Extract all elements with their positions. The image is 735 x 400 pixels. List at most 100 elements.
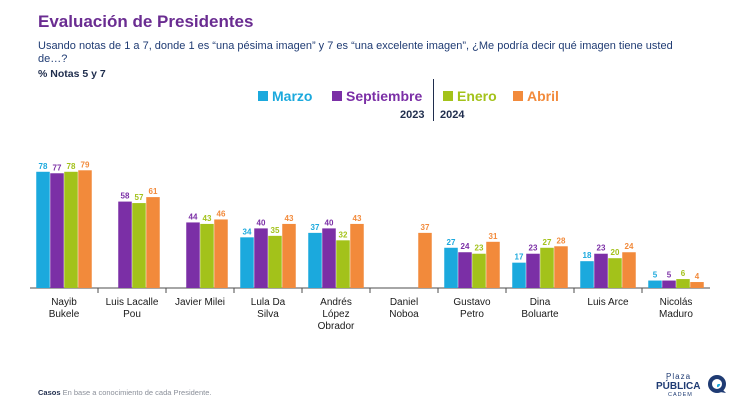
- bar-enero-2: [200, 223, 214, 288]
- bar-chart: 78 77 78 79 Nayib Bukele 58 57 61 Luis Lacalle Pou…: [30, 160, 710, 332]
- data-label-septiembre-6: 24: [461, 242, 470, 251]
- category-label: Lula Da Silva: [251, 297, 286, 320]
- footer-text: En base a conocimiento de cada President…: [62, 388, 212, 397]
- category-label: Javier Milei: [175, 297, 225, 308]
- data-label-marzo-6: 27: [447, 238, 456, 247]
- data-label-marzo-9: 5: [653, 271, 658, 280]
- data-label-abril-1: 61: [149, 187, 158, 196]
- legend-label-septiembre: Septiembre: [346, 88, 423, 104]
- data-label-septiembre-7: 23: [529, 244, 538, 253]
- chart-title: Evaluación de Presidentes: [38, 12, 254, 31]
- data-label-marzo-0: 78: [39, 162, 48, 171]
- bar-abril-4: [350, 223, 364, 288]
- data-label-septiembre-1: 58: [121, 192, 130, 201]
- logo-line1: Plaza: [666, 372, 692, 381]
- data-label-abril-2: 46: [217, 209, 226, 218]
- bar-septiembre-9: [662, 280, 676, 288]
- data-label-septiembre-9: 5: [667, 271, 672, 280]
- bar-abril-1: [146, 197, 160, 288]
- bar-enero-1: [132, 203, 146, 288]
- bar-marzo-8: [580, 261, 594, 288]
- logo-line2: PÚBLICA: [656, 381, 701, 392]
- bar-marzo-7: [512, 262, 526, 288]
- category-label: Nicolás Maduro: [659, 297, 693, 320]
- category-label: Daniel Noboa: [389, 297, 419, 320]
- legend: Marzo Septiembre Enero Abril 2023 2024: [0, 86, 735, 126]
- data-label-marzo-3: 34: [243, 227, 252, 236]
- bar-septiembre-6: [458, 252, 472, 288]
- legend-swatch-enero: [443, 91, 453, 101]
- data-label-abril-6: 31: [489, 232, 498, 241]
- bar-abril-3: [282, 223, 296, 288]
- legend-label-marzo: Marzo: [272, 88, 313, 104]
- data-label-enero-8: 20: [611, 248, 620, 257]
- bar-enero-6: [472, 253, 486, 288]
- category-label: Gustavo Petro: [453, 297, 491, 320]
- bar-abril-7: [554, 246, 568, 288]
- bar-marzo-6: [444, 247, 458, 288]
- category-label: Luis Arce: [587, 297, 629, 308]
- data-label-septiembre-4: 40: [325, 218, 334, 227]
- data-label-enero-7: 27: [543, 238, 552, 247]
- chart-note: % Notas 5 y 7: [38, 68, 106, 80]
- bar-marzo-9: [648, 280, 662, 288]
- bar-enero-0: [64, 171, 78, 288]
- data-label-abril-7: 28: [557, 236, 566, 245]
- year-2023: 2023: [400, 109, 425, 121]
- data-label-marzo-4: 37: [311, 223, 320, 232]
- legend-item-enero: Enero: [443, 88, 497, 104]
- bar-enero-9: [676, 279, 690, 288]
- legend-swatch-septiembre: [332, 91, 342, 101]
- bar-septiembre-8: [594, 253, 608, 288]
- category-label: Nayib Bukele: [49, 297, 80, 320]
- data-label-abril-8: 24: [625, 242, 634, 251]
- chart-subtitle: Usando notas de 1 a 7, donde 1 es “una p…: [38, 40, 673, 65]
- category-label: Luis Lacalle Pou: [106, 297, 159, 320]
- bar-abril-2: [214, 219, 228, 288]
- legend-label-abril: Abril: [527, 88, 559, 104]
- data-label-enero-2: 43: [203, 214, 212, 223]
- data-label-septiembre-8: 23: [597, 244, 606, 253]
- bar-septiembre-2: [186, 222, 200, 288]
- data-label-septiembre-2: 44: [189, 212, 198, 221]
- data-label-abril-3: 43: [285, 214, 294, 223]
- footer-label: Casos: [38, 388, 61, 397]
- bar-abril-6: [486, 241, 500, 288]
- data-label-marzo-7: 17: [515, 253, 524, 262]
- year-2024: 2024: [440, 109, 465, 121]
- bar-marzo-0: [36, 171, 50, 288]
- category-label: Dina Boluarte: [521, 297, 559, 320]
- bar-abril-9: [690, 282, 704, 288]
- speech-bubble-icon: [708, 375, 726, 393]
- bar-marzo-4: [308, 232, 322, 288]
- data-label-enero-6: 23: [475, 244, 484, 253]
- bar-abril-8: [622, 252, 636, 288]
- bar-enero-4: [336, 240, 350, 288]
- bar-abril-0: [78, 170, 92, 288]
- data-label-enero-9: 6: [681, 269, 686, 278]
- data-label-enero-3: 35: [271, 226, 280, 235]
- legend-swatch-abril: [513, 91, 523, 101]
- legend-item-marzo: Marzo: [258, 88, 312, 104]
- footer: Casos En base a conocimiento de cada Pre…: [38, 388, 211, 397]
- legend-label-enero: Enero: [457, 88, 497, 104]
- logo-line3: CADEM: [668, 392, 693, 398]
- bar-septiembre-4: [322, 228, 336, 288]
- data-label-septiembre-3: 40: [257, 218, 266, 227]
- data-label-abril-9: 4: [695, 272, 700, 281]
- bar-septiembre-1: [118, 201, 132, 288]
- data-label-enero-0: 78: [67, 162, 76, 171]
- bar-marzo-3: [240, 237, 254, 288]
- bar-enero-7: [540, 247, 554, 288]
- category-label: Andrés López Obrador: [318, 297, 355, 332]
- data-label-abril-0: 79: [81, 160, 90, 169]
- bar-enero-3: [268, 235, 282, 288]
- data-label-enero-1: 57: [135, 193, 144, 202]
- legend-swatch-marzo: [258, 91, 268, 101]
- bar-septiembre-7: [526, 253, 540, 288]
- year-divider: [433, 79, 434, 121]
- data-label-abril-5: 37: [421, 223, 430, 232]
- data-label-marzo-8: 18: [583, 251, 592, 260]
- bar-abril-5: [418, 232, 432, 288]
- data-label-septiembre-0: 77: [53, 163, 62, 172]
